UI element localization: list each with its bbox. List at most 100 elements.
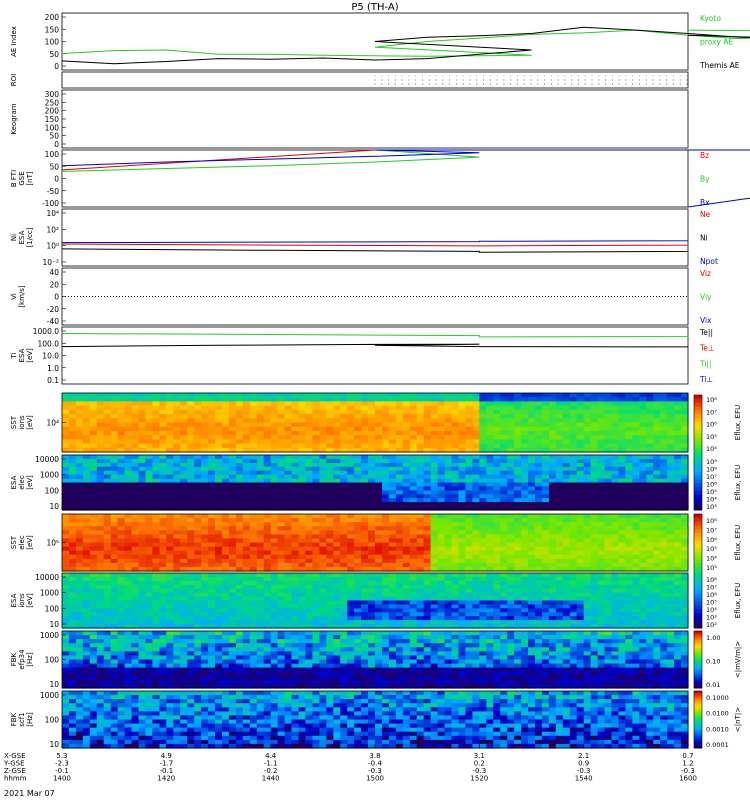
cbar-cell-sst_i bbox=[694, 395, 702, 400]
heat-cell-sst_i bbox=[291, 422, 300, 428]
heat-cell-esa_i bbox=[388, 600, 397, 605]
heat-cell-sst_e bbox=[458, 542, 467, 548]
heat-cell-esa_e bbox=[361, 455, 369, 460]
heat-cell-sst_i bbox=[639, 439, 647, 445]
heat-cell-sst_i bbox=[110, 447, 119, 453]
heat-cell-esa_i bbox=[333, 596, 341, 602]
heat-cell-esa_e bbox=[653, 466, 661, 472]
heat-cell-sst_i bbox=[472, 418, 480, 424]
heat-cell-esa_i bbox=[103, 576, 112, 582]
heat-cell-sst_i bbox=[632, 405, 640, 411]
heat-cell-esa_e bbox=[639, 466, 647, 472]
heat-cell-esa_i bbox=[180, 596, 188, 602]
heat-cell-esa_e bbox=[319, 482, 327, 487]
heat-cell-esa_i bbox=[444, 588, 453, 594]
heat-cell-sst_i bbox=[555, 401, 564, 407]
heat-cell-esa_e bbox=[521, 458, 529, 464]
heat-cell-sst_i bbox=[75, 447, 84, 453]
heat-cell-esa_i bbox=[215, 576, 223, 582]
heat-cell-sst_e bbox=[138, 546, 147, 552]
heat-cell-sst_e bbox=[173, 526, 181, 531]
heat-cell-esa_i bbox=[235, 580, 244, 586]
heat-cell-esa_e bbox=[667, 462, 675, 468]
heat-cell-esa_i bbox=[646, 592, 654, 598]
heat-cell-sst_e bbox=[361, 538, 369, 544]
heat-cell-esa_e bbox=[486, 455, 494, 460]
roi-dot bbox=[455, 75, 457, 77]
heat-cell-sst_i bbox=[493, 401, 501, 407]
heat-cell-sst_e bbox=[458, 526, 467, 531]
heat-cell-esa_e bbox=[674, 490, 682, 495]
heat-cell-esa_i bbox=[660, 573, 668, 578]
heat-cell-esa_e bbox=[284, 494, 293, 499]
heat-cell-sst_e bbox=[82, 562, 91, 568]
heat-cell-esa_e bbox=[597, 455, 606, 460]
heat-cell-sst_i bbox=[187, 439, 195, 445]
heat-cell-sst_i bbox=[402, 430, 411, 436]
heat-cell-sst_i bbox=[96, 422, 105, 428]
heat-cell-sst_i bbox=[69, 422, 77, 428]
heat-cell-esa_e bbox=[82, 494, 91, 499]
heat-cell-esa_e bbox=[681, 486, 689, 491]
heat-cell-sst_e bbox=[159, 526, 167, 531]
ytick-label-ae: 50 bbox=[49, 50, 59, 59]
heat-cell-esa_e bbox=[326, 482, 334, 487]
heat-cell-sst_i bbox=[361, 414, 369, 419]
heat-cell-esa_i bbox=[416, 573, 425, 578]
heat-cell-esa_i bbox=[535, 573, 543, 578]
cbar-tick-sst_e: 10³ bbox=[706, 564, 717, 572]
heat-cell-sst_e bbox=[458, 522, 467, 527]
heat-cell-esa_i bbox=[555, 600, 564, 605]
heat-cell-esa_i bbox=[423, 596, 432, 602]
heat-cell-esa_i bbox=[242, 580, 251, 586]
heat-cell-esa_e bbox=[284, 478, 293, 484]
heat-cell-sst_i bbox=[124, 401, 133, 407]
heat-cell-esa_e bbox=[96, 502, 105, 507]
heat-cell-esa_e bbox=[521, 490, 529, 495]
heat-cell-sst_e bbox=[368, 558, 376, 564]
heat-cell-esa_e bbox=[117, 470, 126, 476]
heat-cell-sst_e bbox=[514, 538, 522, 544]
heat-cell-sst_i bbox=[340, 426, 348, 432]
heat-cell-sst_e bbox=[208, 558, 216, 564]
heat-cell-esa_e bbox=[611, 470, 620, 476]
heat-cell-sst_e bbox=[493, 562, 501, 568]
heat-cell-esa_i bbox=[430, 604, 439, 609]
cbar-cell-sst_i bbox=[694, 425, 702, 430]
heat-cell-sst_e bbox=[75, 554, 84, 560]
heat-cell-esa_e bbox=[103, 498, 112, 503]
heat-cell-esa_e bbox=[82, 458, 91, 464]
heat-cell-esa_e bbox=[333, 470, 341, 476]
heat-cell-sst_i bbox=[124, 418, 133, 424]
heat-cell-esa_e bbox=[409, 498, 418, 503]
heat-cell-esa_e bbox=[159, 498, 167, 503]
heat-cell-sst_i bbox=[653, 430, 661, 436]
heat-cell-esa_e bbox=[500, 482, 508, 487]
heat-cell-sst_i bbox=[486, 414, 494, 419]
heat-cell-esa_e bbox=[354, 478, 362, 484]
heat-cell-esa_e bbox=[208, 474, 216, 480]
heat-cell-esa_i bbox=[382, 588, 390, 594]
heat-cell-esa_e bbox=[576, 474, 585, 480]
heat-cell-sst_i bbox=[312, 443, 320, 449]
heat-cell-sst_e bbox=[611, 550, 620, 556]
heat-cell-esa_e bbox=[514, 458, 522, 464]
heat-cell-sst_i bbox=[555, 393, 564, 398]
heat-cell-sst_e bbox=[263, 518, 272, 523]
heat-cell-esa_i bbox=[472, 600, 480, 605]
heat-cell-sst_i bbox=[319, 447, 327, 453]
heat-cell-esa_e bbox=[458, 470, 467, 476]
heat-cell-esa_i bbox=[548, 573, 557, 578]
heat-cell-esa_e bbox=[576, 466, 585, 472]
heat-cell-sst_i bbox=[291, 409, 300, 415]
heat-cell-sst_e bbox=[222, 534, 230, 540]
heat-cell-esa_e bbox=[284, 482, 293, 487]
heat-cell-sst_e bbox=[569, 558, 578, 564]
heat-cell-sst_e bbox=[562, 518, 571, 523]
roi-dot bbox=[442, 83, 444, 85]
heat-cell-esa_i bbox=[535, 604, 543, 609]
heat-cell-esa_e bbox=[173, 494, 181, 499]
heat-cell-esa_e bbox=[395, 490, 404, 495]
heat-cell-esa_e bbox=[187, 506, 195, 511]
heat-cell-esa_i bbox=[145, 596, 154, 602]
